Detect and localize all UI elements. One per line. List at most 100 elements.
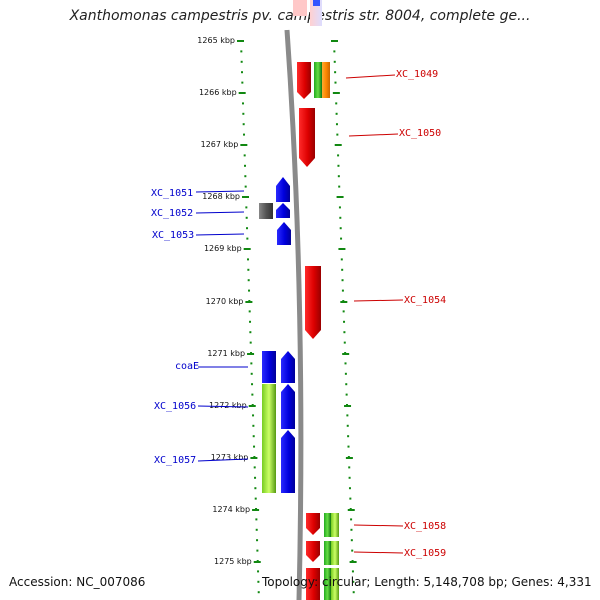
gene-label-xc1049[interactable]: XC_1049: [396, 69, 438, 80]
gene-label-xc1050[interactable]: XC_1050: [399, 128, 441, 139]
scale-tick: [336, 133, 339, 136]
scale-major-tick: [248, 405, 256, 407]
scale-tick: [335, 112, 338, 115]
scale-tick: [343, 320, 346, 323]
scale-tick: [244, 175, 247, 178]
scale-label: 1275 kbp: [214, 557, 252, 566]
gene-feature-xc1051[interactable]: [276, 177, 290, 202]
scale-tick: [252, 414, 255, 417]
scale-tick: [352, 580, 355, 583]
scale-major-tick: [242, 196, 250, 198]
genome-backbone: [284, 29, 304, 600]
scale-major-tick: [237, 40, 244, 42]
gene-label-coae[interactable]: coaE: [175, 361, 199, 372]
scale-tick: [350, 518, 353, 521]
gene-feature-xc1058[interactable]: [306, 513, 320, 535]
leader-line: [197, 458, 249, 462]
scale-tick: [346, 414, 349, 417]
scale-tick: [341, 289, 344, 292]
scale-tick: [256, 539, 259, 542]
scale-tick: [243, 154, 246, 157]
scale-major-tick: [332, 92, 340, 94]
scale-major-tick: [340, 301, 348, 303]
scale-tick: [339, 227, 342, 230]
scale-label: 1272 kbp: [209, 401, 247, 410]
gene-feature-xc1049-b[interactable]: [314, 62, 322, 98]
gene-feature-coae-b[interactable]: [281, 351, 295, 383]
gene-label-xc1054[interactable]: XC_1054: [404, 295, 446, 306]
gene-label-xc1058[interactable]: XC_1058: [404, 521, 446, 532]
leader-line: [353, 551, 404, 554]
gene-feature-xc1049-c[interactable]: [322, 62, 330, 98]
gene-feature-xc1052[interactable]: [276, 203, 290, 218]
gene-feature-xc1050[interactable]: [299, 108, 315, 167]
scale-tick: [254, 476, 257, 479]
scale-major-tick: [245, 301, 253, 303]
scale-tick: [343, 341, 346, 344]
gene-feature-bottom-c[interactable]: [331, 568, 339, 600]
gene-label-xc1059[interactable]: XC_1059: [404, 548, 446, 559]
scale-tick: [247, 258, 250, 261]
gene-feature-coae[interactable]: [262, 351, 276, 383]
scale-tick: [351, 570, 354, 573]
scale-tick: [348, 466, 351, 469]
scale-tick: [240, 60, 243, 63]
scale-tick: [335, 102, 338, 105]
plus-strand-genes: [297, 62, 339, 600]
scale-label: 1269 kbp: [204, 244, 242, 253]
gene-feature-xc1049[interactable]: [297, 62, 311, 99]
scale-tick: [251, 383, 254, 386]
scale-ticks-left: [237, 40, 261, 594]
gene-feature-xc1053[interactable]: [277, 222, 291, 245]
gene-feature-xc1058-c[interactable]: [331, 513, 339, 537]
gene-feature-xc1057-b[interactable]: [281, 430, 295, 493]
scale-tick: [337, 175, 340, 178]
scale-tick: [343, 331, 346, 334]
gene-feature-xc1057[interactable]: [262, 430, 276, 493]
gene-feature-xc1056-b[interactable]: [281, 384, 295, 429]
gene-label-xc1057[interactable]: XC_1057: [154, 455, 196, 466]
leader-line: [197, 405, 249, 408]
leader-line: [348, 133, 399, 137]
scale-major-tick: [253, 561, 261, 563]
scale-tick: [245, 216, 248, 219]
scale-tick: [246, 237, 249, 240]
scale-tick: [333, 50, 336, 53]
gene-feature-bottom[interactable]: [306, 568, 320, 600]
gene-feature-bottom-b[interactable]: [324, 568, 331, 600]
gene-labels: XC_1049 XC_1050 XC_1051 XC_1052 XC_1053 …: [151, 69, 446, 559]
scale-tick: [338, 206, 341, 209]
gene-label-xc1053[interactable]: XC_1053: [152, 230, 194, 241]
scale-tick: [248, 289, 251, 292]
scale-tick: [257, 570, 260, 573]
gene-feature-xc1054[interactable]: [305, 266, 321, 339]
scale-major-tick: [338, 248, 346, 250]
gene-feature-xc1059[interactable]: [306, 541, 320, 562]
scale-tick: [348, 487, 351, 490]
scale-tick: [352, 591, 355, 594]
scale-major-tick: [252, 509, 260, 511]
gene-feature-xc1058-b[interactable]: [324, 513, 331, 537]
scale-tick: [244, 164, 247, 167]
gene-label-xc1051[interactable]: XC_1051: [151, 188, 193, 199]
scale-major-tick: [344, 405, 352, 407]
gene-label-xc1052[interactable]: XC_1052: [151, 208, 193, 219]
scale-tick: [346, 424, 349, 427]
gene-feature-xc1059-c[interactable]: [331, 541, 339, 565]
gene-label-xc1056[interactable]: XC_1056: [154, 401, 196, 412]
gene-feature-xc1052-grey[interactable]: [259, 203, 273, 219]
scale-tick: [241, 71, 244, 74]
scale-tick: [251, 393, 254, 396]
gene-feature-xc1059-b[interactable]: [324, 541, 331, 565]
scale-tick: [257, 591, 260, 594]
scale-major-tick: [250, 457, 258, 459]
scale-tick: [255, 518, 258, 521]
scale-tick: [250, 362, 253, 365]
scale-tick: [252, 424, 255, 427]
gene-feature-xc1056[interactable]: [262, 384, 276, 430]
scale-tick: [244, 185, 247, 188]
scale-tick: [342, 310, 345, 313]
leader-line: [195, 233, 245, 236]
minus-strand-genes: [259, 177, 295, 493]
